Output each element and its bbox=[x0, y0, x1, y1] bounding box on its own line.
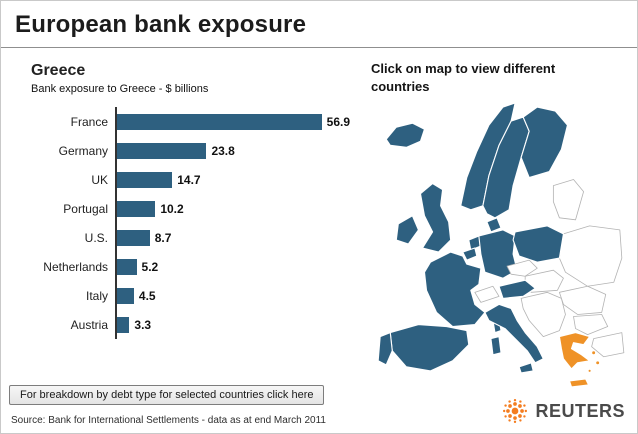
bar-track: 3.3 bbox=[115, 310, 350, 339]
bar-track: 8.7 bbox=[115, 223, 350, 252]
reuters-logo: REUTERS bbox=[502, 398, 625, 424]
bar-row: U.S. 8.7 bbox=[15, 223, 365, 252]
chart-title: Greece bbox=[31, 62, 86, 79]
bar-row: Italy 4.5 bbox=[15, 281, 365, 310]
bar-row: France 56.9 bbox=[15, 107, 365, 136]
map-panel: Click on map to view different countries bbox=[365, 54, 629, 391]
map-country-poland[interactable] bbox=[512, 225, 564, 263]
bar-value: 5.2 bbox=[141, 259, 159, 274]
map-country-ireland[interactable] bbox=[395, 215, 419, 245]
map-country-finland[interactable] bbox=[520, 106, 569, 179]
bar-value: 10.2 bbox=[160, 201, 184, 216]
bar-netherlands bbox=[117, 258, 137, 275]
bar-track: 4.5 bbox=[115, 281, 350, 310]
bar-category-label: France bbox=[70, 114, 108, 129]
map-country-italy[interactable] bbox=[484, 303, 544, 364]
breakdown-button[interactable]: For breakdown by debt type for selected … bbox=[9, 385, 325, 405]
bar-value: 14.7 bbox=[177, 172, 201, 187]
bar-value: 4.5 bbox=[138, 288, 156, 303]
bar-category-label: U.S. bbox=[84, 230, 108, 245]
map-country-portugal[interactable] bbox=[377, 332, 393, 366]
map-country-norway[interactable] bbox=[460, 102, 516, 211]
map-country-greece-crete[interactable] bbox=[568, 378, 590, 388]
map-instruction: Click on map to view different countries bbox=[371, 61, 556, 94]
map-country-belgium[interactable] bbox=[462, 247, 478, 261]
reuters-wordmark: REUTERS bbox=[535, 400, 625, 421]
bar-category-label: Germany bbox=[58, 143, 108, 158]
map-country-austria[interactable] bbox=[498, 279, 536, 300]
source-text: Source: Bank for International Settlemen… bbox=[11, 415, 326, 426]
bar-value: 8.7 bbox=[154, 230, 172, 245]
map-country-greece[interactable] bbox=[558, 332, 591, 370]
bar-portugal bbox=[117, 200, 156, 217]
bar-row: Germany 23.8 bbox=[15, 136, 365, 165]
bar-track: 5.2 bbox=[115, 252, 350, 281]
reuters-sphere-icon bbox=[503, 398, 528, 424]
map-country-sardinia[interactable] bbox=[490, 336, 502, 356]
bar-track: 14.7 bbox=[115, 165, 350, 194]
map-country-balkans bbox=[520, 292, 566, 338]
map-country-baltics bbox=[552, 179, 584, 221]
bar-track: 56.9 bbox=[115, 107, 350, 136]
bar-italy bbox=[117, 287, 134, 304]
bar-row: Austria 3.3 bbox=[15, 310, 365, 339]
bar-us bbox=[117, 229, 150, 246]
bar-row: Netherlands 5.2 bbox=[15, 252, 365, 281]
map-country-denmark[interactable] bbox=[486, 217, 502, 233]
map-country-sicily[interactable] bbox=[518, 362, 534, 374]
bar-germany bbox=[117, 142, 207, 159]
chart-subtitle: Bank exposure to Greece - $ billions bbox=[31, 83, 209, 95]
map-country-bulgaria bbox=[573, 314, 609, 336]
map-country-spain[interactable] bbox=[389, 324, 470, 372]
map-country-switzerland bbox=[474, 285, 500, 303]
bar-row: Portugal 10.2 bbox=[15, 194, 365, 223]
bar-austria bbox=[117, 316, 130, 333]
map-country-romania bbox=[559, 285, 607, 315]
map-country-france[interactable] bbox=[423, 251, 486, 328]
bar-value: 56.9 bbox=[326, 114, 350, 129]
europe-map[interactable] bbox=[371, 99, 629, 391]
map-country-iceland[interactable] bbox=[385, 122, 426, 148]
bar-row: UK 14.7 bbox=[15, 165, 365, 194]
bar-value: 3.3 bbox=[134, 317, 152, 332]
bar-uk bbox=[117, 171, 173, 188]
bar-track: 10.2 bbox=[115, 194, 350, 223]
map-country-uk[interactable] bbox=[419, 183, 452, 253]
map-country-greece-island[interactable] bbox=[595, 360, 601, 366]
bar-chart-rows: France 56.9 Germany 23.8 UK 14.7 Portugal 10.2 U… bbox=[15, 107, 365, 339]
bar-value: 23.8 bbox=[211, 143, 235, 158]
bar-category-label: Austria bbox=[70, 317, 108, 332]
bar-france bbox=[117, 113, 322, 130]
bar-category-label: UK bbox=[91, 172, 108, 187]
bar-category-label: Portugal bbox=[63, 201, 108, 216]
content: Greece Bank exposure to Greece - $ billi… bbox=[1, 48, 637, 391]
bar-track: 23.8 bbox=[115, 136, 350, 165]
bar-category-label: Netherlands bbox=[43, 259, 108, 274]
header: European bank exposure bbox=[1, 1, 637, 48]
map-country-belarus-ukraine bbox=[559, 225, 623, 287]
map-country-greece-island[interactable] bbox=[587, 368, 592, 374]
chart-panel: Greece Bank exposure to Greece - $ billi… bbox=[15, 54, 365, 391]
map-country-greece-island[interactable] bbox=[591, 350, 597, 356]
map-country-turkey bbox=[591, 332, 625, 358]
map-country-czech bbox=[506, 259, 538, 277]
page-title: European bank exposure bbox=[15, 11, 307, 38]
bar-category-label: Italy bbox=[85, 288, 108, 303]
